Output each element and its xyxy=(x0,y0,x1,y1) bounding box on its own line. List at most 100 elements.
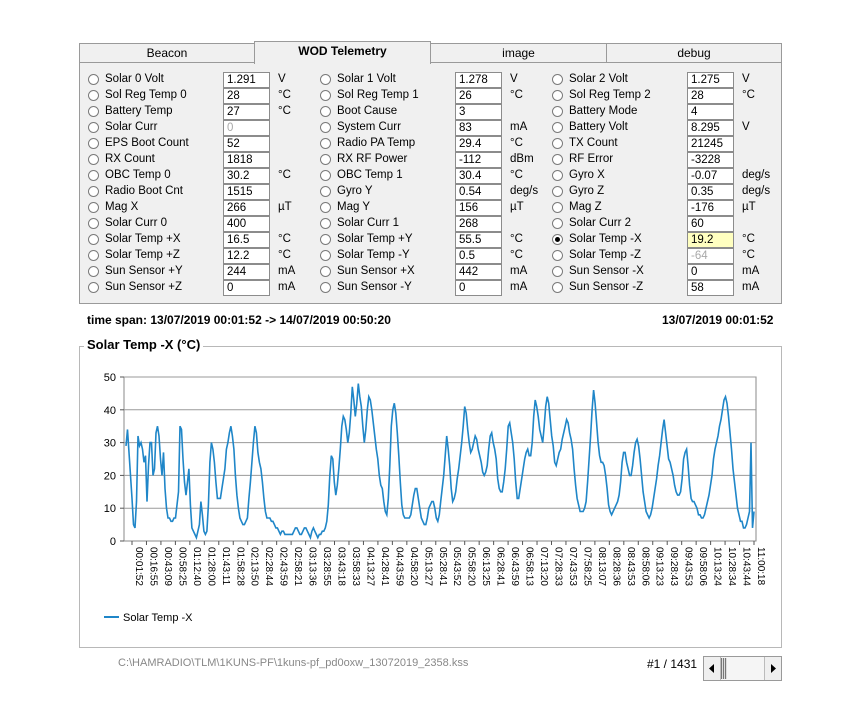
radio-button[interactable] xyxy=(552,170,563,181)
radio-button[interactable] xyxy=(552,282,563,293)
telemetry-row-battery-volt[interactable]: Battery Volt 8.295 V xyxy=(552,120,777,136)
telemetry-row-solar-temp-y[interactable]: Solar Temp -Y 0.5 °C xyxy=(320,248,545,264)
radio-button[interactable] xyxy=(320,106,331,117)
telemetry-row-gyro-x[interactable]: Gyro X -0.07 deg/s xyxy=(552,168,777,184)
telemetry-row-solar-curr-0[interactable]: Solar Curr 0 400 xyxy=(88,216,313,232)
telemetry-row-boot-cause[interactable]: Boot Cause 3 xyxy=(320,104,545,120)
radio-button[interactable] xyxy=(552,186,563,197)
radio-button[interactable] xyxy=(320,250,331,261)
radio-button[interactable] xyxy=(552,154,563,165)
telemetry-row-gyro-z[interactable]: Gyro Z 0.35 deg/s xyxy=(552,184,777,200)
radio-button[interactable] xyxy=(88,90,99,101)
radio-button[interactable] xyxy=(320,218,331,229)
telemetry-row-rx-count[interactable]: RX Count 1818 xyxy=(88,152,313,168)
telemetry-row-solar-temp-z[interactable]: Solar Temp -Z -64 °C xyxy=(552,248,777,264)
radio-button[interactable] xyxy=(320,138,331,149)
radio-button[interactable] xyxy=(88,138,99,149)
telemetry-row-eps-boot-count[interactable]: EPS Boot Count 52 xyxy=(88,136,313,152)
telemetry-row-system-curr[interactable]: System Curr 83 mA xyxy=(320,120,545,136)
radio-button[interactable] xyxy=(320,74,331,85)
telemetry-label: Solar Temp +Z xyxy=(105,249,180,261)
telemetry-label: System Curr xyxy=(337,121,401,133)
telemetry-row-sol-reg-temp-2[interactable]: Sol Reg Temp 2 28 °C xyxy=(552,88,777,104)
telemetry-row-solar-curr[interactable]: Solar Curr 0 xyxy=(88,120,313,136)
telemetry-row-solar-temp-x[interactable]: Solar Temp -X 19.2 °C xyxy=(552,232,777,248)
telemetry-row-mag-x[interactable]: Mag X 266 µT xyxy=(88,200,313,216)
telemetry-row-solar-temp-x[interactable]: Solar Temp +X 16.5 °C xyxy=(88,232,313,248)
radio-button[interactable] xyxy=(88,170,99,181)
tab-image[interactable]: image xyxy=(430,43,607,62)
radio-button[interactable] xyxy=(552,138,563,149)
radio-button[interactable] xyxy=(320,282,331,293)
radio-button[interactable] xyxy=(552,122,563,133)
telemetry-row-mag-y[interactable]: Mag Y 156 µT xyxy=(320,200,545,216)
radio-button[interactable] xyxy=(552,250,563,261)
radio-button[interactable] xyxy=(88,74,99,85)
radio-button[interactable] xyxy=(320,170,331,181)
telemetry-row-solar-1-volt[interactable]: Solar 1 Volt 1.278 V xyxy=(320,72,545,88)
radio-button[interactable] xyxy=(552,218,563,229)
radio-button[interactable] xyxy=(552,90,563,101)
radio-button[interactable] xyxy=(88,122,99,133)
telemetry-row-sun-sensor-x[interactable]: Sun Sensor -X 0 mA xyxy=(552,264,777,280)
telemetry-row-sun-sensor-z[interactable]: Sun Sensor -Z 58 mA xyxy=(552,280,777,296)
radio-button[interactable] xyxy=(88,154,99,165)
radio-button[interactable] xyxy=(88,250,99,261)
record-scrollbar[interactable] xyxy=(703,656,782,681)
telemetry-row-sun-sensor-z[interactable]: Sun Sensor +Z 0 mA xyxy=(88,280,313,296)
telemetry-row-solar-curr-2[interactable]: Solar Curr 2 60 xyxy=(552,216,777,232)
telemetry-label: Radio PA Temp xyxy=(337,137,416,149)
telemetry-row-sun-sensor-y[interactable]: Sun Sensor -Y 0 mA xyxy=(320,280,545,296)
telemetry-row-rf-error[interactable]: RF Error -3228 xyxy=(552,152,777,168)
telemetry-row-obc-temp-0[interactable]: OBC Temp 0 30.2 °C xyxy=(88,168,313,184)
scroll-thumb[interactable] xyxy=(721,658,727,679)
radio-button[interactable] xyxy=(88,282,99,293)
telemetry-row-battery-temp[interactable]: Battery Temp 27 °C xyxy=(88,104,313,120)
radio-button[interactable] xyxy=(320,234,331,245)
radio-button[interactable] xyxy=(552,266,563,277)
radio-button[interactable] xyxy=(88,202,99,213)
telemetry-row-solar-2-volt[interactable]: Solar 2 Volt 1.275 V xyxy=(552,72,777,88)
telemetry-label: RX RF Power xyxy=(337,153,408,165)
radio-button[interactable] xyxy=(320,186,331,197)
radio-button[interactable] xyxy=(552,234,563,245)
telemetry-row-tx-count[interactable]: TX Count 21245 xyxy=(552,136,777,152)
tab-debug[interactable]: debug xyxy=(606,43,782,62)
telemetry-row-sun-sensor-x[interactable]: Sun Sensor +X 442 mA xyxy=(320,264,545,280)
telemetry-row-solar-temp-y[interactable]: Solar Temp +Y 55.5 °C xyxy=(320,232,545,248)
tab-beacon[interactable]: Beacon xyxy=(79,43,255,62)
telemetry-row-solar-0-volt[interactable]: Solar 0 Volt 1.291 V xyxy=(88,72,313,88)
radio-button[interactable] xyxy=(320,122,331,133)
telemetry-label: Solar Temp +Y xyxy=(337,233,413,245)
radio-button[interactable] xyxy=(88,186,99,197)
telemetry-label: Mag X xyxy=(105,201,139,213)
telemetry-row-solar-curr-1[interactable]: Solar Curr 1 268 xyxy=(320,216,545,232)
radio-button[interactable] xyxy=(552,202,563,213)
radio-button[interactable] xyxy=(320,154,331,165)
radio-button[interactable] xyxy=(552,106,563,117)
telemetry-row-rx-rf-power[interactable]: RX RF Power -112 dBm xyxy=(320,152,545,168)
radio-button[interactable] xyxy=(320,266,331,277)
scroll-left-button[interactable] xyxy=(704,657,721,680)
telemetry-row-solar-temp-z[interactable]: Solar Temp +Z 12.2 °C xyxy=(88,248,313,264)
radio-button[interactable] xyxy=(88,106,99,117)
telemetry-row-radio-pa-temp[interactable]: Radio PA Temp 29.4 °C xyxy=(320,136,545,152)
radio-button[interactable] xyxy=(88,266,99,277)
radio-button[interactable] xyxy=(88,234,99,245)
telemetry-row-mag-z[interactable]: Mag Z -176 µT xyxy=(552,200,777,216)
telemetry-value: 29.4 xyxy=(455,136,502,152)
telemetry-row-radio-boot-cnt[interactable]: Radio Boot Cnt 1515 xyxy=(88,184,313,200)
telemetry-row-battery-mode[interactable]: Battery Mode 4 xyxy=(552,104,777,120)
radio-button[interactable] xyxy=(320,90,331,101)
telemetry-label: Sol Reg Temp 0 xyxy=(105,89,187,101)
telemetry-row-sol-reg-temp-0[interactable]: Sol Reg Temp 0 28 °C xyxy=(88,88,313,104)
tab-wod-telemetry[interactable]: WOD Telemetry xyxy=(254,41,431,64)
radio-button[interactable] xyxy=(552,74,563,85)
telemetry-row-sol-reg-temp-1[interactable]: Sol Reg Temp 1 26 °C xyxy=(320,88,545,104)
telemetry-row-sun-sensor-y[interactable]: Sun Sensor +Y 244 mA xyxy=(88,264,313,280)
telemetry-row-obc-temp-1[interactable]: OBC Temp 1 30.4 °C xyxy=(320,168,545,184)
scroll-right-button[interactable] xyxy=(764,657,781,680)
radio-button[interactable] xyxy=(88,218,99,229)
radio-button[interactable] xyxy=(320,202,331,213)
telemetry-row-gyro-y[interactable]: Gyro Y 0.54 deg/s xyxy=(320,184,545,200)
